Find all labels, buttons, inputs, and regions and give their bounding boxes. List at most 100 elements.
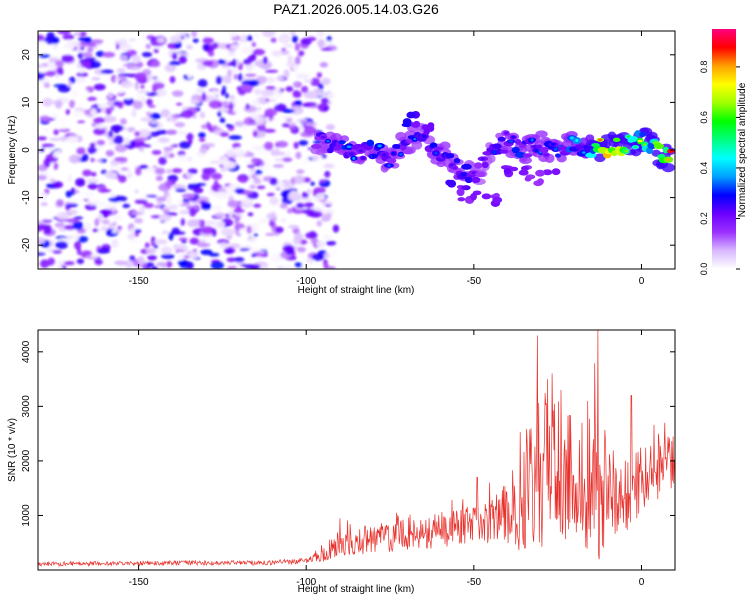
spectrogram-cell [283,69,290,78]
spectrogram-cell [272,164,285,168]
spectrogram-cell [332,224,340,233]
spectrogram-cell [100,255,111,261]
spectrogram-cell [96,159,104,163]
spectrogram-cell [100,69,114,74]
spectrogram-cell [175,102,183,106]
spectrogram-cell [287,224,300,229]
spectrogram-cell [142,169,149,173]
spectrogram-cell [303,78,313,83]
spectrogram-cell [43,224,52,234]
spectrogram-cell [293,141,299,149]
spectrogram-cell [151,266,159,269]
spectrogram-cell [257,246,271,250]
spectrogram-cell [165,95,173,101]
spectrogram-cell [227,200,240,208]
spectrogram-cell [637,139,643,143]
spectrogram-cell [229,43,240,50]
spectrogram-cell [252,130,258,138]
spectrogram-cell [535,130,548,138]
spectrogram-cell [153,48,159,54]
spectrogram-cell [187,168,198,174]
spectrogram-cell [134,131,141,137]
spectrogram-cell [192,38,199,43]
spectrogram-cell [447,179,457,188]
spectrogram-cell [129,67,141,71]
spectrogram-cell [299,239,308,245]
spectrogram-cell [55,59,65,68]
spectrogram-cell [256,185,266,190]
y-tick-label: 1000 [21,504,32,527]
spectrogram-cell [316,220,323,227]
spectrogram-cell [93,128,106,136]
spectrogram-cell [233,73,238,80]
spectrogram-cell [216,124,225,129]
spectrogram-cell [76,147,86,155]
spectrogram-cell [76,95,88,102]
spectrogram-cell [486,154,496,163]
spectrogram-cell [59,128,71,133]
spectrogram-cell [112,125,120,134]
spectrogram-cell [296,118,308,123]
spectrogram-cell [319,179,327,183]
spectrogram-cell [97,247,110,255]
spectrogram-cell [163,150,170,159]
spectrogram-cell [261,89,274,97]
spectrogram-cell [246,152,255,158]
spectrogram-cell [148,104,156,108]
spectrogram-cell [68,209,78,215]
spectrogram-cell [524,176,532,182]
y-tick-label: 10 [21,96,32,108]
spectrogram-cell [114,215,122,221]
spectrogram-cell [181,239,187,244]
spectrogram-cell [265,232,275,236]
spectrogram-cell [198,218,206,228]
spectrogram-cell [145,194,158,198]
spectrogram-cell [265,116,270,124]
spectrogram-cell [114,156,128,162]
spectrogram-cell [452,166,458,170]
spectrogram-cell [193,187,204,194]
spectrogram-cell [509,166,519,172]
spectrogram-cell [422,134,427,138]
spectrogram-cell [411,121,421,128]
spectrogram-cell [134,199,148,205]
spectrogram-cell [166,117,171,122]
spectrogram-cell [200,226,215,235]
spectrogram-cell [245,121,260,126]
spectrogram-cell [131,109,137,118]
spectrogram-cell [260,252,269,257]
spectrogram-cell [316,240,326,249]
spectrogram-cell [202,37,214,44]
spectrogram-cell [197,79,208,88]
spectrogram-cell [139,205,146,214]
spectrogram-cell [220,89,226,96]
spectrogram-cell [401,122,412,128]
spectrogram-cell [56,199,64,207]
spectrogram-cell [232,58,237,68]
colorbar-label: Normalized spectral amplitude [737,82,748,217]
spectrogram-cell [111,229,118,234]
spectrogram-cell [217,107,230,112]
spectrogram-cell [155,129,168,135]
spectrogram-cell [504,132,509,135]
spectrogram-cell [298,50,305,56]
spectrogram-cell [268,99,276,103]
spectrogram-cell [163,146,174,152]
spectrogram-y-label: Frequency (Hz) [7,116,18,185]
spectrogram-cell [158,213,171,222]
spectrogram-cell [52,150,64,159]
spectrogram-cell [42,97,53,107]
spectrogram-cell [265,69,279,73]
spectrogram-cell [176,154,189,163]
spectrogram-cell [319,62,329,68]
spectrogram-cell [200,249,213,256]
spectrogram-cell [471,176,481,184]
spectrogram-cell [216,59,227,65]
spectrogram-cell [208,50,215,57]
snr-panel: -150 -100 -50 0 1000 2000 3000 4000 Height of … [7,329,676,595]
spectrogram-cell [105,149,115,157]
spectrogram-cell [550,142,556,146]
spectrogram-cell [38,71,45,81]
spectrogram-cell [427,122,435,129]
spectrogram-x-ticks: -150 -100 -50 0 [129,31,645,287]
